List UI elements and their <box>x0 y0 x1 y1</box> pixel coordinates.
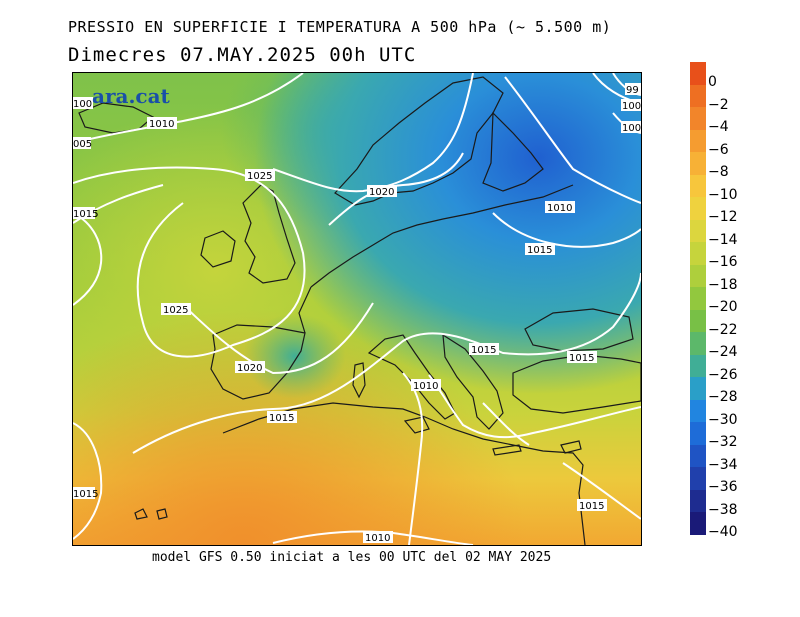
map-date: Dimecres 07.MAY.2025 00h UTC <box>68 44 417 66</box>
isobar-label: 1010 <box>149 119 174 130</box>
colorbar-label: −30 <box>708 411 738 428</box>
isobar-label: 100 <box>622 123 641 134</box>
colorbar-label: −14 <box>708 231 738 248</box>
colorbar-label: 0 <box>708 74 717 90</box>
colorbar-label: −40 <box>708 524 738 540</box>
colorbar-swatch <box>690 84 706 107</box>
colorbar-swatch <box>690 152 706 175</box>
isobar-label: 1015 <box>471 345 496 356</box>
isobar-label: 100 <box>73 99 92 110</box>
colorbar-label: −24 <box>708 344 738 360</box>
colorbar-label: −26 <box>708 366 738 383</box>
isobar-label: 1025 <box>163 305 188 316</box>
coastlines <box>78 76 641 545</box>
colorbar-swatch <box>690 332 706 355</box>
map-title: PRESSIO EN SUPERFICIE I TEMPERATURA A 50… <box>68 18 612 36</box>
model-footer: model GFS 0.50 iniciat a les 00 UTC del … <box>152 550 552 565</box>
colorbar-swatch <box>690 422 706 445</box>
colorbar-swatch <box>690 242 706 265</box>
colorbar-label: −10 <box>708 186 738 203</box>
brand-logo: ara.cat <box>92 84 170 108</box>
colorbar-swatch <box>690 62 706 85</box>
isobar-label: 1010 <box>365 533 390 544</box>
isobars <box>73 73 641 545</box>
colorbar-swatch <box>690 467 706 490</box>
isobar-labels: 1010 1025 1020 1015 1025 1020 1015 1010 … <box>73 83 641 544</box>
colorbar-swatch <box>690 512 706 535</box>
colorbar-swatch <box>690 174 706 197</box>
isobar-label: 005 <box>73 139 92 150</box>
colorbar-label: −4 <box>708 119 729 135</box>
colorbar-swatch <box>690 219 706 242</box>
colorbar-label: −34 <box>708 456 738 473</box>
map-canvas: 1010 1025 1020 1015 1025 1020 1015 1010 … <box>73 73 641 545</box>
colorbar-swatch <box>690 197 706 220</box>
temperature-colorbar <box>690 62 706 535</box>
colorbar-swatch <box>690 309 706 332</box>
colorbar-label: −20 <box>708 299 738 315</box>
colorbar-label: −16 <box>708 254 738 270</box>
colorbar-label: −2 <box>708 96 729 113</box>
isobar-label: 100 <box>622 101 641 112</box>
isobar-label: 1025 <box>247 171 272 182</box>
temperature-colorbar-labels: 0 −2 −4 −6 −8 −10 −12 −14 −16 −18 −20 −22 −24 −26 −28 −… <box>708 62 788 542</box>
colorbar-swatch <box>690 129 706 152</box>
isobar-label: 99 <box>626 85 639 96</box>
colorbar-label: −32 <box>708 434 738 450</box>
colorbar-label: −12 <box>708 209 738 225</box>
colorbar-label: −28 <box>708 389 738 405</box>
isobar-label: 1020 <box>369 187 394 198</box>
colorbar-swatch <box>690 399 706 422</box>
isobar-label: 1010 <box>547 203 572 214</box>
weather-map: 1010 1025 1020 1015 1025 1020 1015 1010 … <box>72 72 642 546</box>
colorbar-swatch <box>690 264 706 287</box>
colorbar-label: −38 <box>708 501 738 518</box>
colorbar-label: −6 <box>708 141 729 158</box>
colorbar-label: −8 <box>708 164 729 180</box>
isobar-label: 1010 <box>413 381 438 392</box>
colorbar-swatch <box>690 444 706 467</box>
isobar-label: 1015 <box>269 413 294 424</box>
colorbar-swatch <box>690 489 706 512</box>
colorbar-swatch <box>690 107 706 130</box>
isobar-label: 1015 <box>579 501 604 512</box>
isobar-label: 1020 <box>237 363 262 374</box>
colorbar-label: −18 <box>708 276 738 293</box>
isobar-label: 1015 <box>73 209 98 220</box>
colorbar-swatch <box>690 287 706 310</box>
colorbar-label: −22 <box>708 321 738 338</box>
isobar-label: 1015 <box>73 489 98 500</box>
isobar-label: 1015 <box>527 245 552 256</box>
isobar-label: 1015 <box>569 353 594 364</box>
colorbar-swatch <box>690 377 706 400</box>
colorbar-label: −36 <box>708 479 738 495</box>
colorbar-swatch <box>690 354 706 377</box>
